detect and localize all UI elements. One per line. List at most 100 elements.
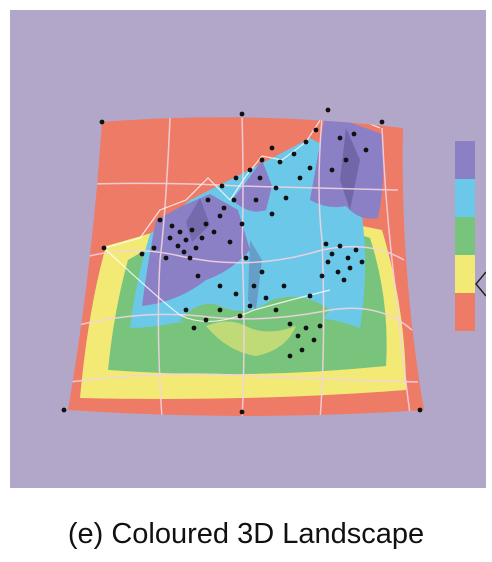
point (353, 247, 359, 253)
point (283, 195, 289, 201)
point (311, 337, 317, 343)
shade-2 (340, 128, 360, 210)
point (211, 229, 217, 235)
point (297, 175, 303, 181)
landscape-surface (68, 117, 424, 416)
point (329, 167, 335, 173)
point (191, 325, 197, 331)
point (323, 241, 329, 247)
legend-pointer-icon (475, 271, 486, 297)
point (299, 347, 305, 353)
point (195, 273, 201, 279)
point (177, 229, 183, 235)
point (259, 269, 265, 275)
point (175, 243, 181, 249)
landscape-canvas (10, 10, 486, 488)
legend-band-2 (455, 255, 475, 293)
point (183, 237, 189, 243)
point (325, 259, 331, 265)
point (167, 235, 173, 241)
point (291, 151, 297, 157)
point (205, 197, 211, 203)
point (329, 251, 335, 257)
point (319, 273, 325, 279)
point (343, 157, 349, 163)
point (307, 293, 313, 299)
point (233, 291, 239, 297)
point (351, 131, 357, 137)
valley-yellow (206, 321, 296, 356)
point (337, 243, 343, 249)
point (277, 159, 283, 165)
point (341, 277, 347, 283)
legend-band-1 (455, 293, 475, 331)
point (303, 325, 309, 331)
point (263, 295, 269, 301)
point (203, 317, 209, 323)
band-purple-right (310, 117, 384, 219)
point (281, 283, 287, 289)
point (317, 323, 323, 329)
point (139, 251, 145, 257)
point (237, 313, 243, 319)
point (335, 269, 341, 275)
point (217, 307, 223, 313)
point (313, 127, 319, 133)
point (227, 239, 233, 245)
point (183, 307, 189, 313)
point (269, 211, 275, 217)
point (295, 333, 301, 339)
point (273, 307, 279, 313)
point (345, 255, 351, 261)
point (325, 107, 331, 113)
point (231, 197, 237, 203)
point (359, 259, 365, 265)
point (203, 221, 209, 227)
figure-caption: (e) Coloured 3D Landscape (67, 518, 425, 550)
point (287, 321, 293, 327)
point (337, 135, 343, 141)
point (287, 353, 293, 359)
point (169, 223, 175, 229)
legend-band-4 (455, 179, 475, 217)
point (157, 217, 163, 223)
point (187, 255, 193, 261)
legend-band-3 (455, 217, 475, 255)
point (269, 145, 275, 151)
point (417, 407, 423, 413)
point (307, 165, 313, 171)
point (199, 235, 205, 241)
point (363, 147, 369, 153)
point (273, 185, 279, 191)
point (251, 283, 257, 289)
point (99, 119, 105, 125)
point (181, 249, 187, 255)
point (379, 119, 385, 125)
point (151, 245, 157, 251)
point (247, 167, 253, 173)
scatter-points (61, 107, 423, 415)
point (163, 255, 169, 261)
landscape-view[interactable] (10, 10, 486, 488)
point (233, 175, 239, 181)
point (247, 303, 253, 309)
point (243, 255, 249, 261)
point (259, 157, 265, 163)
point (101, 245, 107, 251)
point (239, 221, 245, 227)
point (221, 205, 227, 211)
point (253, 197, 259, 203)
surface-grid (69, 117, 419, 416)
shade-1 (248, 240, 262, 310)
point (219, 183, 225, 189)
legend-band-5 (455, 141, 475, 179)
point (239, 111, 245, 117)
point (347, 265, 353, 271)
point (189, 227, 195, 233)
point (257, 175, 263, 181)
point (303, 139, 309, 145)
point (217, 283, 223, 289)
point (217, 213, 223, 219)
colour-legend (455, 141, 486, 331)
point (239, 409, 245, 415)
